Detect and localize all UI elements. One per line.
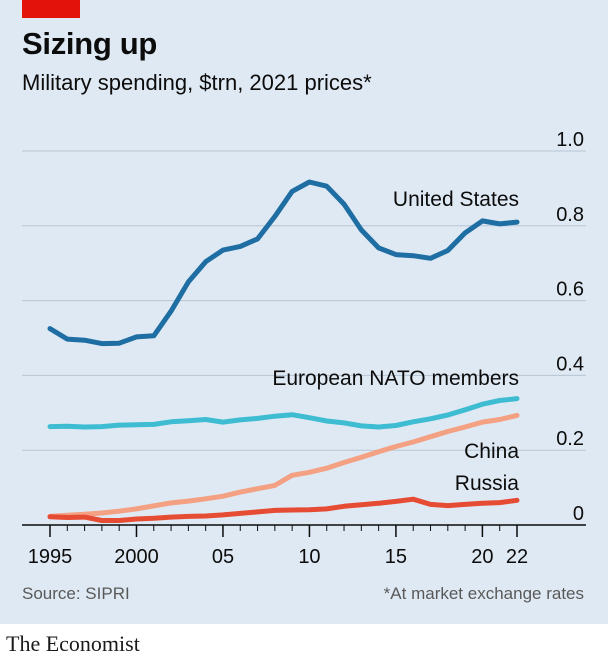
x-tick-label: 22 [506,546,528,568]
series-line-russia [47,496,520,523]
series-label-united-states: United States [393,188,519,211]
series-label-china: China [464,440,519,463]
series-line-china [47,412,520,519]
brand-logo: The Economist [6,631,140,656]
x-tick-label: 05 [212,546,234,568]
line-chart: 0 0.2 0.4 0.6 0.8 1.0 United States European N… [22,129,586,568]
x-axis: 1995 2000 05 10 15 20 22 [22,524,586,568]
series-line-united-states [47,179,520,347]
y-tick-label: 0.2 [556,428,584,450]
brand-red-tag [22,0,80,18]
series-label-european-nato: European NATO members [272,367,519,390]
series-line-european-nato [47,396,520,430]
x-tick-label: 15 [385,546,407,568]
x-tick-label: 20 [471,546,493,568]
x-tick-label: 10 [298,546,320,568]
footnote: *At market exchange rates [383,584,584,603]
series-labels: United States European NATO members China R… [272,188,519,495]
x-tick-label: 1995 [28,546,73,568]
chart-title: Sizing up [22,26,158,61]
y-tick-label: 0.6 [556,279,584,301]
series-label-russia: Russia [455,472,520,495]
chart-subtitle: Military spending, $trn, 2021 prices* [22,70,372,95]
gridlines [22,150,586,451]
source-note: Source: SIPRI [22,584,130,603]
y-axis-tick-labels: 0 0.2 0.4 0.6 0.8 1.0 [556,129,584,525]
y-tick-label: 0.4 [556,353,584,375]
y-tick-label: 1.0 [556,129,584,151]
y-tick-label: 0 [573,503,584,525]
series-lines [47,179,520,523]
x-tick-label: 2000 [114,546,159,568]
y-tick-label: 0.8 [556,204,584,226]
